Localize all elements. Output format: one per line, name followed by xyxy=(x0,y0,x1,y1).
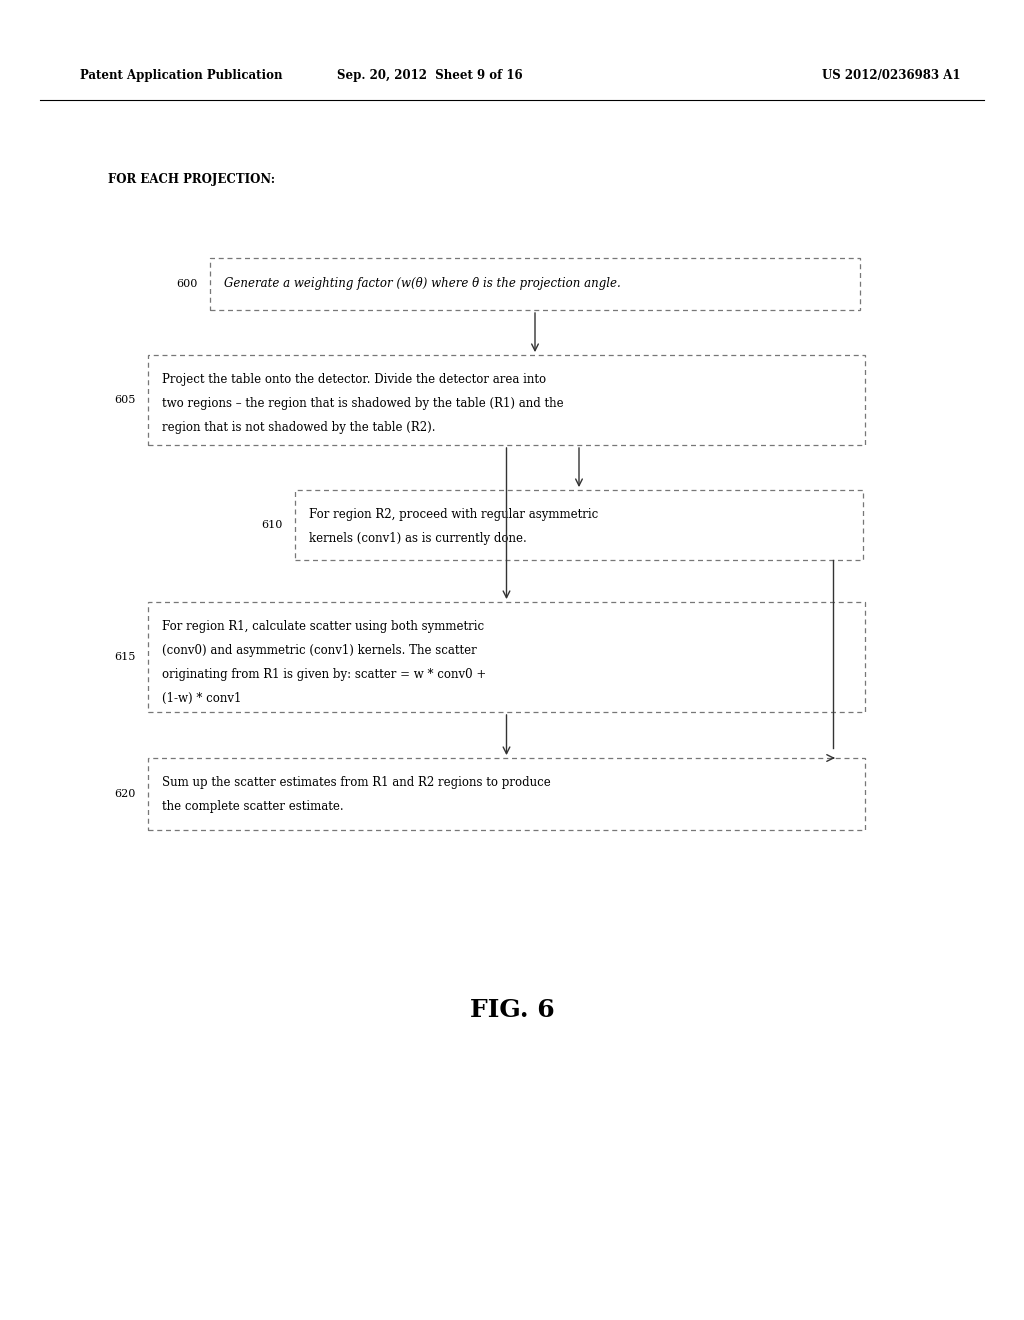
Text: 615: 615 xyxy=(115,652,136,663)
Text: kernels (conv1) as is currently done.: kernels (conv1) as is currently done. xyxy=(309,532,526,545)
Text: region that is not shadowed by the table (R2).: region that is not shadowed by the table… xyxy=(162,421,435,434)
Text: 605: 605 xyxy=(115,395,136,405)
Text: 610: 610 xyxy=(261,520,283,531)
Bar xyxy=(210,257,860,310)
Text: US 2012/0236983 A1: US 2012/0236983 A1 xyxy=(821,69,961,82)
Text: (conv0) and asymmetric (conv1) kernels. The scatter: (conv0) and asymmetric (conv1) kernels. … xyxy=(162,644,477,657)
Text: FIG. 6: FIG. 6 xyxy=(470,998,554,1022)
Text: Sum up the scatter estimates from R1 and R2 regions to produce: Sum up the scatter estimates from R1 and… xyxy=(162,776,551,789)
Bar xyxy=(148,355,865,445)
Text: Generate a weighting factor (w(θ) where θ is the projection angle.: Generate a weighting factor (w(θ) where … xyxy=(224,277,621,290)
Text: the complete scatter estimate.: the complete scatter estimate. xyxy=(162,800,344,813)
Text: 600: 600 xyxy=(176,279,198,289)
Text: Project the table onto the detector. Divide the detector area into: Project the table onto the detector. Div… xyxy=(162,374,546,385)
Text: Sep. 20, 2012  Sheet 9 of 16: Sep. 20, 2012 Sheet 9 of 16 xyxy=(337,69,523,82)
Text: 620: 620 xyxy=(115,789,136,799)
Text: For region R2, proceed with regular asymmetric: For region R2, proceed with regular asym… xyxy=(309,508,598,521)
Text: two regions – the region that is shadowed by the table (R1) and the: two regions – the region that is shadowe… xyxy=(162,397,563,411)
Text: (1-w) * conv1: (1-w) * conv1 xyxy=(162,692,242,705)
Text: originating from R1 is given by: scatter = w * conv0 +: originating from R1 is given by: scatter… xyxy=(162,668,486,681)
Bar xyxy=(148,602,865,711)
Bar xyxy=(295,490,863,560)
Text: Patent Application Publication: Patent Application Publication xyxy=(80,69,283,82)
Text: For region R1, calculate scatter using both symmetric: For region R1, calculate scatter using b… xyxy=(162,620,484,634)
Text: FOR EACH PROJECTION:: FOR EACH PROJECTION: xyxy=(108,173,275,186)
Bar xyxy=(148,758,865,830)
